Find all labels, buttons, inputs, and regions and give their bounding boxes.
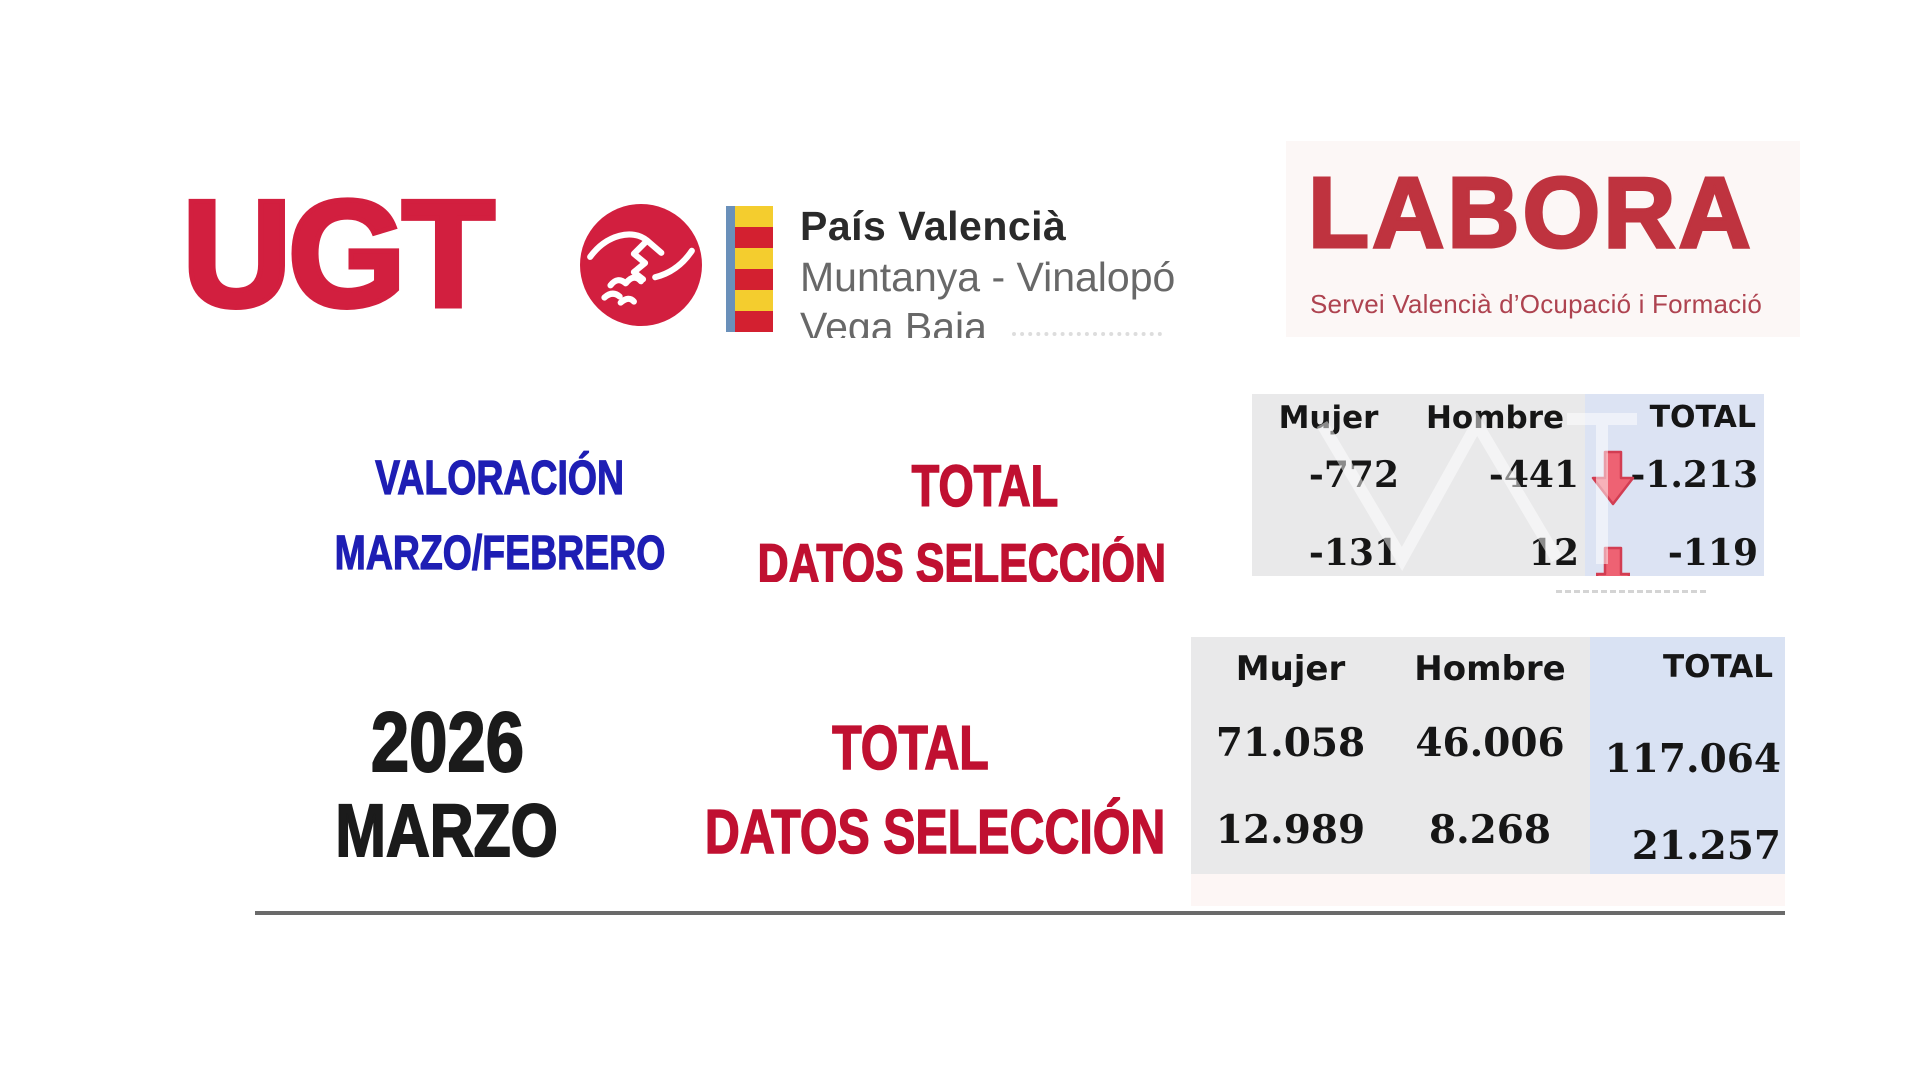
valoracion-r2-mujer: -131	[1308, 532, 1399, 574]
labora-logo-panel: LABORA Servei Valencià d’Ocupació i Form…	[1286, 141, 1800, 337]
total-heading-valoracion-text: TOTAL	[911, 454, 1059, 519]
datos-seleccion-heading-valoracion: DATOS SELECCIÓN	[700, 536, 1220, 582]
total-heading-2026: TOTAL	[760, 714, 1060, 783]
valoracion-r1-total: -1.213	[1630, 454, 1758, 496]
valoracion-col-mujer: Mujer	[1278, 400, 1379, 436]
marzo2026-r2-total: 21.257	[1631, 822, 1781, 869]
marzo2026-r1-hombre: 46.006	[1415, 719, 1565, 766]
region-line3-clip: Vega Baia	[800, 305, 1175, 338]
handshake-icon	[580, 204, 702, 326]
valoracion-r1-mujer: -772	[1308, 454, 1399, 496]
marzo2026-r2-hombre: 8.268	[1428, 806, 1552, 853]
marzo2026-r1-total: 117.064	[1604, 735, 1781, 782]
valoracion-r1-hombre: -441	[1488, 454, 1579, 496]
month-heading-text: MARZO	[335, 789, 559, 872]
ghost-artifact	[1012, 332, 1162, 336]
senyera-stripe-icon	[726, 206, 773, 332]
region-title: País Valencià	[800, 203, 1067, 249]
valoracion-r2-total: -119	[1667, 532, 1758, 574]
labora-logo-text: LABORA	[1307, 157, 1754, 269]
bottom-divider-line	[255, 911, 1785, 915]
handshake-icon-drawing	[587, 231, 695, 306]
valoracion-col-hombre: Hombre	[1425, 400, 1565, 436]
ugt-logo-text: UGT	[180, 169, 498, 339]
year-heading: 2026	[297, 695, 597, 789]
datos-seleccion-valoracion-text: DATOS SELECCIÓN	[757, 536, 1167, 582]
total-heading-2026-text: TOTAL	[831, 714, 989, 783]
decrease-arrow-icon	[1591, 450, 1635, 506]
marzo2026-r2-mujer: 12.989	[1215, 806, 1366, 853]
datos-seleccion-heading-2026: DATOS SELECCIÓN	[640, 798, 1170, 867]
valoracion-heading: VALORACIÓN	[290, 452, 710, 505]
marzo2026-col-mujer: Mujer	[1235, 648, 1346, 689]
marzo2026-col-total: TOTAL	[1663, 649, 1773, 685]
valoracion-heading-text: VALORACIÓN	[375, 452, 625, 505]
valoracion-table: Mujer Hombre TOTAL -772 -441 -1.213 -131…	[1252, 394, 1764, 576]
marzo2026-table: Mujer Hombre TOTAL 71.058 46.006 117.064…	[1191, 637, 1785, 874]
datos-seleccion-2026-text: DATOS SELECCIÓN	[704, 798, 1166, 867]
ugt-region-block: País Valencià Muntanya - Vinalopó Vega B…	[800, 203, 1176, 338]
marzo2026-r1-mujer: 71.058	[1215, 719, 1366, 766]
region-line3: Vega Baia	[800, 304, 987, 338]
valoracion-col-total: TOTAL	[1649, 400, 1756, 435]
month-heading: MARZO	[297, 789, 597, 872]
hidden-row-artifact	[1556, 590, 1706, 593]
decrease-arrow-clipped-icon	[1596, 546, 1630, 576]
year-heading-text: 2026	[370, 695, 525, 789]
valoracion-r2-hombre: 12	[1528, 532, 1579, 574]
marzo2026-col-hombre: Hombre	[1414, 648, 1566, 689]
region-line2: Muntanya - Vinalopó	[800, 253, 1176, 300]
table-underlay	[1191, 874, 1785, 906]
marzo-febrero-heading-text: MARZO/FEBRERO	[334, 527, 666, 580]
marzo-febrero-heading: MARZO/FEBRERO	[285, 527, 715, 580]
total-heading-valoracion: TOTAL	[800, 454, 1170, 519]
labora-subtitle: Servei Valencià d’Ocupació i Formació	[1310, 289, 1763, 319]
